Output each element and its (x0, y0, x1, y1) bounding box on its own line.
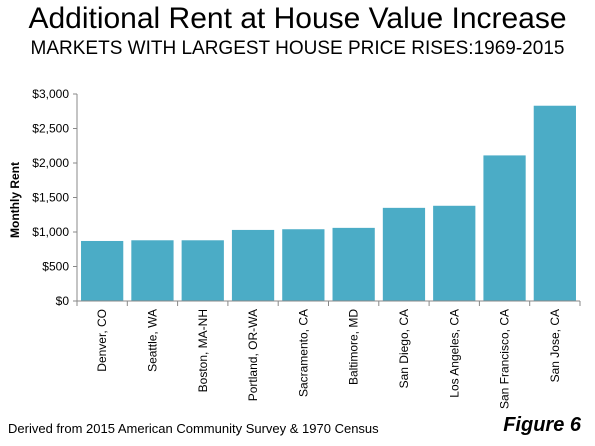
x-tick-label: Portland, OR-WA (246, 309, 260, 401)
bar-san-francisco-ca (483, 155, 526, 301)
chart-subtitle: MARKETS WITH LARGEST HOUSE PRICE RISES:1… (30, 38, 565, 59)
bar-seattle-wa (131, 240, 174, 301)
bar-los-angeles-ca (433, 205, 476, 301)
source-footnote: Derived from 2015 American Community Sur… (8, 421, 379, 436)
x-tick-label: Boston, MA-NH (196, 309, 210, 392)
bar-san-diego-ca (382, 207, 426, 301)
y-tick-label: $1,000 (32, 225, 69, 239)
y-axis-label: Monthly Rent (8, 162, 22, 238)
x-tick-label: San Francisco, CA (498, 309, 512, 409)
x-tick-label: San Diego, CA (397, 309, 411, 388)
x-tick-label: Baltimore, MD (347, 309, 361, 385)
x-tick-label: Los Angeles, CA (447, 309, 461, 398)
figure-label: Figure 6 (503, 414, 581, 436)
x-axis-ticks: Denver, CO Seattle, WA Boston, MA-NH Portla… (76, 301, 581, 409)
y-tick-label: $2,000 (32, 156, 69, 170)
bar-sacramento-ca (282, 229, 325, 301)
bar-san-jose-ca (533, 105, 576, 301)
bar-portland-or-wa (231, 229, 275, 301)
y-axis-ticks: $0 $500 $1,000 $1,500 $2,000 $2,500 $3,000 (32, 87, 77, 308)
chart-title: Additional Rent at House Value Increase (28, 2, 567, 35)
x-tick-label: San Jose, CA (548, 309, 562, 382)
y-tick-label: $1,500 (32, 191, 69, 205)
x-tick-label: Denver, CO (95, 309, 109, 372)
bars (81, 105, 576, 301)
x-tick-label: Sacramento, CA (296, 309, 310, 397)
y-tick-label: $3,000 (32, 87, 69, 101)
y-tick-label: $2,500 (32, 122, 69, 136)
x-tick-label: Seattle, WA (145, 309, 159, 372)
bar-baltimore-md (332, 227, 375, 301)
bar-denver-co (81, 240, 124, 301)
bar-boston-ma-nh (181, 240, 224, 301)
y-tick-label: $0 (56, 294, 70, 308)
y-tick-label: $500 (42, 260, 69, 274)
